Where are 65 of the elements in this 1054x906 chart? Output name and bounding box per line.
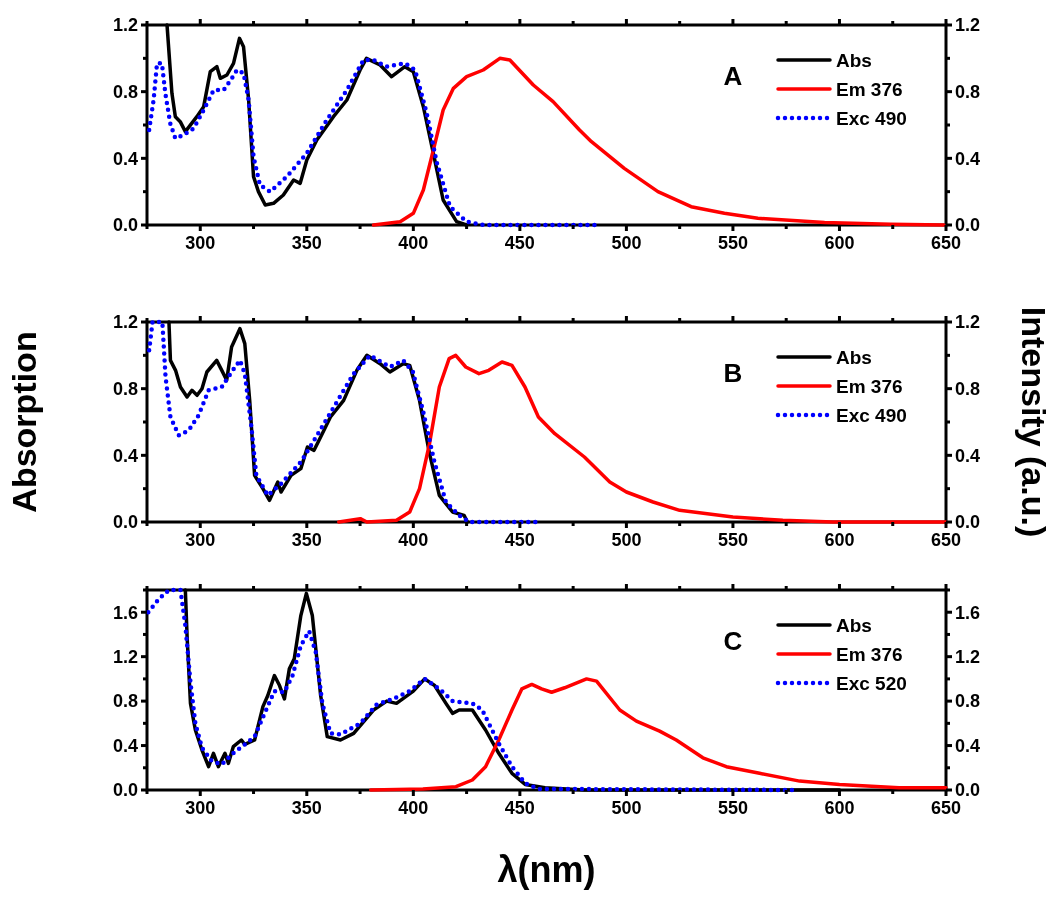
y-tick-label: 0.0 bbox=[112, 780, 138, 801]
annotation: A bbox=[723, 61, 743, 91]
y-tick-label: 0.8 bbox=[112, 378, 138, 399]
x-tick-label: 300 bbox=[185, 798, 216, 818]
legend-label: Exc 490 bbox=[836, 107, 907, 129]
y2-tick-label: 0.0 bbox=[955, 512, 981, 533]
legend-label: Exc 520 bbox=[836, 672, 907, 694]
x-tick-label: 650 bbox=[930, 233, 962, 253]
y-tick-label: 0.8 bbox=[112, 81, 138, 102]
y2-tick-label: 0.4 bbox=[955, 445, 981, 466]
x-tick-label: 350 bbox=[291, 798, 322, 818]
legend-label: Em 376 bbox=[836, 78, 903, 100]
x-tick-label: 650 bbox=[930, 798, 962, 818]
x-tick-label: 500 bbox=[611, 530, 642, 550]
y-tick-label: 1.2 bbox=[112, 646, 138, 667]
y2-tick-label: 0.8 bbox=[955, 691, 981, 712]
x-tick-label: 400 bbox=[398, 530, 429, 550]
y2-tick-label: 1.2 bbox=[955, 312, 981, 333]
y-tick-label: 0.8 bbox=[112, 691, 138, 712]
y-tick-label: 1.2 bbox=[112, 15, 138, 36]
x-tick-label: 600 bbox=[824, 798, 855, 818]
x-tick-label: 550 bbox=[717, 530, 748, 550]
legend-label: Abs bbox=[836, 614, 872, 636]
y-tick-label: 1.2 bbox=[112, 312, 138, 333]
y-tick-label: 1.6 bbox=[112, 602, 138, 623]
x-tick-label: 350 bbox=[291, 233, 322, 253]
x-tick-label: 500 bbox=[611, 233, 642, 253]
x-tick-label: 350 bbox=[291, 530, 322, 550]
legend-label: Abs bbox=[836, 49, 872, 71]
x-tick-label: 500 bbox=[611, 798, 642, 818]
y2-tick-label: 1.2 bbox=[955, 646, 981, 667]
y-tick-label: 0.0 bbox=[112, 215, 138, 236]
y2-tick-label: 1.2 bbox=[955, 15, 981, 36]
y-tick-label: 0.4 bbox=[112, 445, 138, 466]
x-tick-label: 650 bbox=[930, 530, 962, 550]
x-tick-label: 550 bbox=[717, 233, 748, 253]
y2-tick-label: 0.8 bbox=[955, 378, 981, 399]
y2-tick-label: 0.4 bbox=[955, 148, 981, 169]
x-tick-label: 600 bbox=[824, 530, 855, 550]
x-tick-label: 550 bbox=[717, 798, 748, 818]
y-tick-label: 0.0 bbox=[112, 512, 138, 533]
y2-axis-title: Intensity (a.u.) bbox=[1015, 306, 1053, 538]
x-tick-label: 400 bbox=[398, 233, 429, 253]
legend-label: Em 376 bbox=[836, 643, 903, 665]
annotation: C bbox=[723, 626, 743, 656]
x-tick-label: 600 bbox=[824, 233, 855, 253]
x-tick-label: 450 bbox=[504, 530, 535, 550]
y2-tick-label: 0.0 bbox=[955, 780, 981, 801]
x-tick-label: 300 bbox=[185, 233, 216, 253]
y2-tick-label: 0.0 bbox=[955, 215, 981, 236]
x-tick-label: 450 bbox=[504, 798, 535, 818]
legend-label: Abs bbox=[836, 346, 872, 368]
x-axis-title: λ(nm) bbox=[497, 849, 596, 890]
x-tick-label: 300 bbox=[185, 530, 216, 550]
y-tick-label: 0.4 bbox=[112, 148, 138, 169]
annotation: B bbox=[723, 358, 743, 388]
x-tick-label: 450 bbox=[504, 233, 535, 253]
y2-tick-label: 0.4 bbox=[955, 735, 981, 756]
legend-label: Em 376 bbox=[836, 375, 903, 397]
y-tick-label: 0.4 bbox=[112, 735, 138, 756]
x-tick-label: 400 bbox=[398, 798, 429, 818]
y-axis-title: Absorption bbox=[5, 331, 43, 513]
legend-label: Exc 490 bbox=[836, 404, 907, 426]
y2-tick-label: 1.6 bbox=[955, 602, 981, 623]
y2-tick-label: 0.8 bbox=[955, 81, 981, 102]
